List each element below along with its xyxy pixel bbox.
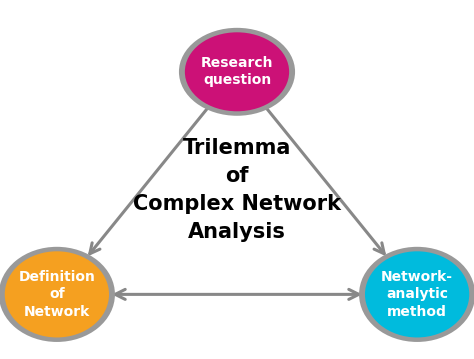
Ellipse shape — [365, 251, 469, 337]
Ellipse shape — [179, 28, 295, 116]
Text: Definition
of
Network: Definition of Network — [18, 270, 95, 319]
Text: Research
question: Research question — [201, 56, 273, 88]
Ellipse shape — [359, 247, 474, 342]
Ellipse shape — [185, 32, 289, 111]
Ellipse shape — [5, 251, 109, 337]
Text: Network-
analytic
method: Network- analytic method — [381, 270, 453, 319]
Ellipse shape — [0, 247, 115, 342]
Text: Trilemma
of
Complex Network
Analysis: Trilemma of Complex Network Analysis — [133, 138, 341, 242]
